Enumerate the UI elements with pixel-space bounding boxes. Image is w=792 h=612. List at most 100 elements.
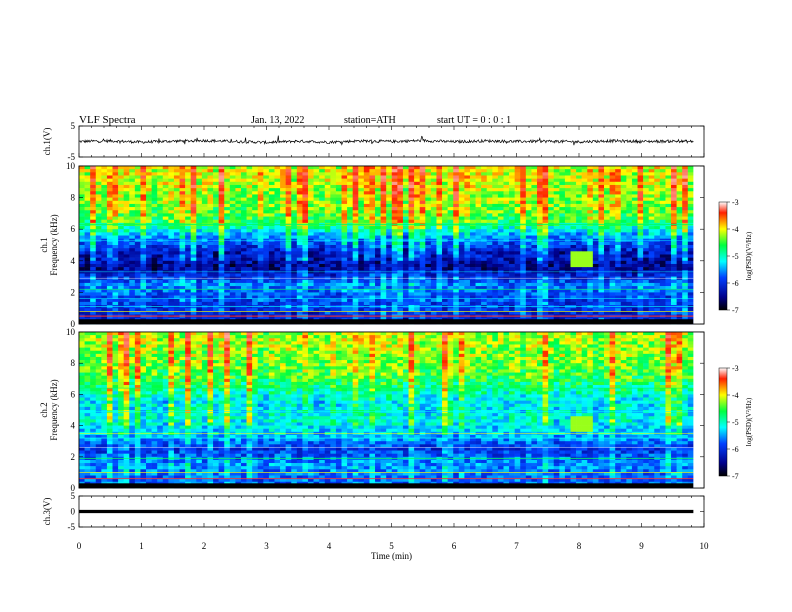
spectrogram-cell (207, 279, 214, 284)
spectrogram-cell (140, 295, 147, 300)
spectrogram-cell (581, 257, 588, 262)
spectrogram-cell (414, 298, 420, 303)
spectrogram-cell (430, 226, 437, 230)
spectrogram-cell (324, 267, 331, 271)
spectrogram-cell (581, 175, 588, 179)
spectrogram-cell (218, 295, 225, 300)
spectrogram-cell (570, 295, 577, 300)
spectrogram-cell (604, 245, 610, 249)
spectrogram-cell (525, 232, 532, 236)
spectrogram-cell (106, 301, 113, 306)
spectrogram-cell (436, 292, 443, 296)
spectrogram-cell (224, 257, 231, 262)
spectrogram-cell (257, 295, 264, 300)
spectrogram-cell (341, 232, 348, 236)
spectrogram-cell (536, 286, 543, 290)
spectrogram-cell (207, 257, 214, 262)
spectrogram-cell (201, 289, 208, 293)
spectrogram-cell (341, 254, 348, 258)
spectrogram-cell (162, 188, 169, 192)
spectrogram-cell (576, 194, 582, 198)
spectrogram-cell (665, 166, 672, 170)
spectrogram-cell (157, 241, 164, 246)
spectrogram-cell (252, 251, 259, 255)
spectrogram-cell (592, 178, 599, 183)
spectrogram-cell (497, 203, 504, 208)
spectrogram-cell (307, 260, 314, 265)
spectrogram-cell (235, 210, 242, 214)
spectrogram-cell (179, 254, 186, 258)
spectrogram-cell (179, 260, 186, 265)
spectrogram-cell (643, 273, 649, 277)
spectrogram-cell (106, 216, 113, 221)
spectrogram-cell (598, 282, 605, 287)
spectrogram-cell (481, 254, 488, 258)
spectrogram-cell (106, 248, 113, 252)
spectrogram-cell (151, 286, 158, 290)
spectrogram-cell (615, 197, 622, 202)
spectrogram-cell (492, 248, 499, 252)
spectrogram-cell (274, 213, 281, 217)
spectrogram-cell (514, 216, 521, 221)
spectrogram-cell (687, 194, 694, 198)
spectrogram-cell (335, 213, 342, 217)
spectrogram-cell (631, 282, 638, 287)
spectrogram-cell (592, 166, 599, 170)
spectrogram-cell (324, 184, 331, 189)
spectrogram-cell (190, 181, 197, 186)
spectrogram-cell (481, 169, 488, 173)
spectrogram-cell (291, 184, 298, 189)
spectrogram-cell (553, 229, 560, 233)
spectrogram-cell (291, 241, 298, 246)
spectrogram-cell (106, 184, 113, 189)
spectrogram-cell (274, 279, 281, 284)
spectrogram-cell (531, 260, 538, 265)
spectrogram-cell (129, 232, 136, 236)
spectrogram-cell (564, 292, 571, 296)
spectrogram-cell (436, 235, 443, 239)
spectrogram-cell (592, 169, 599, 173)
spectrogram-cell (654, 241, 661, 246)
spectrogram-cell (123, 257, 130, 262)
spectrogram-cell (129, 219, 136, 224)
spectrogram-cell (280, 175, 286, 179)
spectrogram-cell (665, 235, 672, 239)
spectrogram-cell (341, 260, 348, 265)
spectrogram-cell (503, 181, 510, 186)
spectrogram-cell (425, 191, 432, 195)
spectrogram-cell (151, 213, 158, 217)
spectrogram-cell (391, 207, 398, 211)
spectrogram-cell (146, 232, 152, 236)
spectrogram-cell (134, 197, 141, 202)
spectrogram-cell (358, 295, 365, 300)
spectrogram-cell (291, 219, 298, 224)
spectrogram-cell (302, 188, 309, 192)
spectrogram-cell (391, 210, 398, 214)
spectrogram-cell (101, 178, 108, 183)
spectrogram-cell (598, 207, 605, 211)
spectrogram-cell (335, 251, 342, 255)
spectrogram-cell (609, 289, 616, 293)
spectrogram-cell (659, 273, 666, 277)
spectrogram-cell (542, 181, 549, 186)
spectrogram-cell (402, 267, 409, 271)
spectrogram-cell (118, 301, 124, 306)
spectrogram-cell (341, 172, 348, 176)
spectrogram-cell (274, 295, 281, 300)
spectrogram-cell (553, 279, 560, 284)
spectrogram-cell (274, 257, 281, 262)
spectrogram-cell (302, 251, 309, 255)
spectrogram-cell (218, 184, 225, 189)
spectrogram-cell (375, 184, 381, 189)
spectrogram-cell (240, 232, 247, 236)
spectrogram-cell (224, 229, 231, 233)
spectrogram-cell (151, 241, 158, 246)
spectrogram-cell (604, 175, 610, 179)
spectrogram-cell (676, 175, 683, 179)
spectrogram-cell (531, 172, 538, 176)
spectrogram-cell (447, 181, 454, 186)
spectrogram-cell (615, 232, 622, 236)
spectrogram-cell (648, 191, 655, 195)
spectrogram-cell (592, 286, 599, 290)
spectrogram-cell (564, 267, 571, 271)
